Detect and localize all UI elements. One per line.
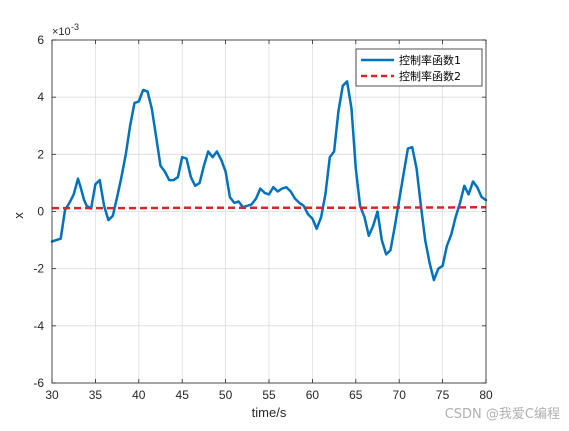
- x-tick-label: 35: [89, 388, 103, 402]
- x-tick-label: 30: [45, 388, 59, 402]
- y-tick-label: 0: [37, 205, 44, 219]
- series-line-2: [52, 205, 487, 210]
- tick-marks: [51, 39, 487, 384]
- y-axis-exponent: ×10 -3: [52, 22, 79, 38]
- x-tick-label: 75: [436, 388, 450, 402]
- tick-labels: 30 35 40 45 50 55 60 65 70 75 80 -6 -4 -2 0 2 4 6: [33, 33, 493, 402]
- x-tick-label: 60: [306, 388, 320, 402]
- series-line-1: [50, 80, 488, 282]
- x-tick-label: 80: [479, 388, 493, 402]
- y-tick-label: -6: [33, 376, 44, 390]
- legend-box: [355, 48, 483, 87]
- legend-entry-series-2: 控制率函数2: [399, 69, 461, 83]
- y-exponent-base: ×10: [52, 26, 71, 38]
- x-tick-label: 65: [349, 388, 363, 402]
- x-tick-label: 50: [219, 388, 233, 402]
- legend: 控制率函数1 控制率函数2: [355, 48, 483, 87]
- legend-entry-series-1: 控制率函数1: [399, 53, 461, 67]
- y-tick-label: 4: [37, 90, 44, 104]
- y-tick-label: -4: [33, 319, 44, 333]
- x-tick-label: 40: [132, 388, 146, 402]
- y-tick-label: 6: [37, 33, 44, 47]
- watermark: CSDN @我爱C编程: [445, 407, 560, 422]
- y-tick-label: 2: [37, 147, 44, 161]
- y-exponent-power: -3: [71, 22, 79, 32]
- x-tick-label: 55: [262, 388, 276, 402]
- x-tick-label: 45: [176, 388, 190, 402]
- x-axis-label: time/s: [252, 405, 287, 420]
- x-tick-label: 70: [393, 388, 407, 402]
- y-axis-label: x: [11, 212, 26, 219]
- series-layer: [50, 80, 488, 282]
- y-tick-label: -2: [33, 262, 44, 276]
